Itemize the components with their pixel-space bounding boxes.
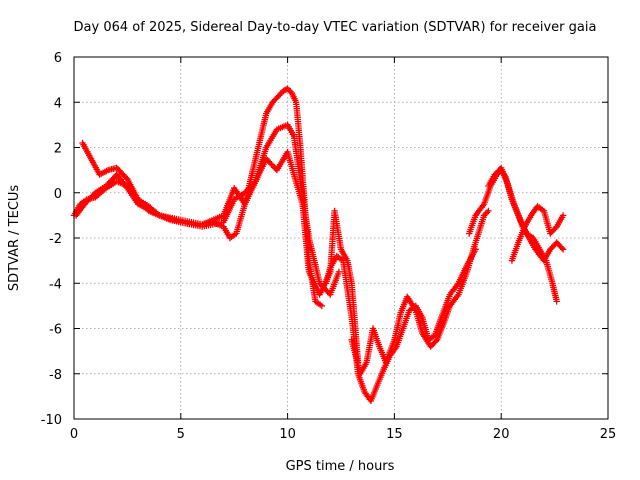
x-tick-label: 0 — [70, 427, 78, 442]
data-series — [70, 85, 567, 405]
series-track-g — [485, 164, 560, 305]
y-axis-label: SDTVAR / TECUs — [7, 185, 22, 292]
y-tick-label: 2 — [54, 142, 62, 157]
y-tick-label: -8 — [49, 368, 62, 383]
axis-tick-labels: 0 5 10 15 20 25 -10 -8 -6 -4 -2 0 2 4 6 — [41, 51, 617, 442]
series-markers — [72, 148, 362, 366]
x-tick-label: 15 — [386, 427, 403, 442]
axis-ticks — [73, 56, 609, 420]
x-tick-label: 10 — [279, 427, 296, 442]
y-tick-label: -2 — [49, 232, 62, 247]
series-markers — [348, 207, 492, 377]
series-markers — [508, 203, 567, 264]
chart-title: Day 064 of 2025, Sidereal Day-to-day VTE… — [74, 20, 597, 35]
y-tick-label: 4 — [54, 96, 62, 111]
series-markers — [485, 164, 560, 305]
y-tick-label: 0 — [54, 187, 62, 202]
series-track-h — [508, 203, 567, 264]
y-tick-label: -10 — [41, 413, 62, 428]
y-tick-label: 6 — [54, 51, 62, 66]
y-tick-label: -4 — [49, 277, 62, 292]
x-axis-label: GPS time / hours — [286, 459, 395, 474]
x-tick-label: 20 — [493, 427, 510, 442]
y-tick-label: -6 — [49, 323, 62, 338]
x-tick-label: 5 — [177, 427, 185, 442]
series-track-e — [348, 207, 492, 377]
series-track-c — [72, 148, 362, 366]
x-tick-label: 25 — [600, 427, 617, 442]
